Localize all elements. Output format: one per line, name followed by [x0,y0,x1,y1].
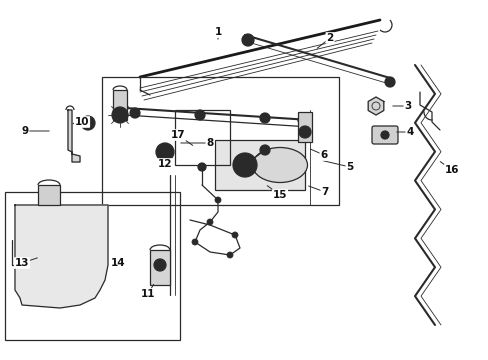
Circle shape [130,108,140,118]
Circle shape [260,113,269,123]
Circle shape [85,120,91,126]
Circle shape [156,143,174,161]
Text: 3: 3 [404,101,411,111]
Bar [5,192,180,340]
Circle shape [198,163,205,171]
Bar [215,140,305,190]
Bar [150,250,170,285]
Circle shape [81,116,95,130]
Ellipse shape [252,148,307,183]
Polygon shape [15,205,108,308]
Text: 10: 10 [75,117,89,127]
Circle shape [298,126,310,138]
Bar [102,77,338,205]
Text: 4: 4 [406,127,413,137]
Text: 15: 15 [272,190,286,200]
Circle shape [242,34,253,46]
Text: 8: 8 [206,138,213,148]
Text: 13: 13 [15,258,29,268]
Circle shape [239,159,250,171]
Bar [175,110,229,165]
Text: 17: 17 [170,130,185,140]
Polygon shape [367,97,383,115]
Circle shape [112,107,128,123]
Text: 9: 9 [21,126,28,136]
Circle shape [195,110,204,120]
Text: 12: 12 [158,159,172,169]
Bar [297,112,311,142]
Circle shape [192,239,198,245]
Text: 5: 5 [346,162,353,172]
Bar [38,185,60,205]
Circle shape [154,259,165,271]
Text: 16: 16 [444,165,458,175]
Circle shape [206,219,213,225]
Text: 1: 1 [214,27,221,37]
Text: 2: 2 [325,33,333,43]
Circle shape [161,148,169,156]
Text: 11: 11 [141,289,155,299]
Text: 7: 7 [321,187,328,197]
Circle shape [232,153,257,177]
Text: 14: 14 [110,258,125,268]
Circle shape [215,197,221,203]
Circle shape [297,115,307,125]
Bar [113,90,127,120]
Circle shape [260,145,269,155]
Text: 6: 6 [320,150,327,160]
Circle shape [231,232,238,238]
Circle shape [226,252,232,258]
FancyBboxPatch shape [371,126,397,144]
Circle shape [384,77,394,87]
Circle shape [380,131,388,139]
Polygon shape [68,110,80,162]
